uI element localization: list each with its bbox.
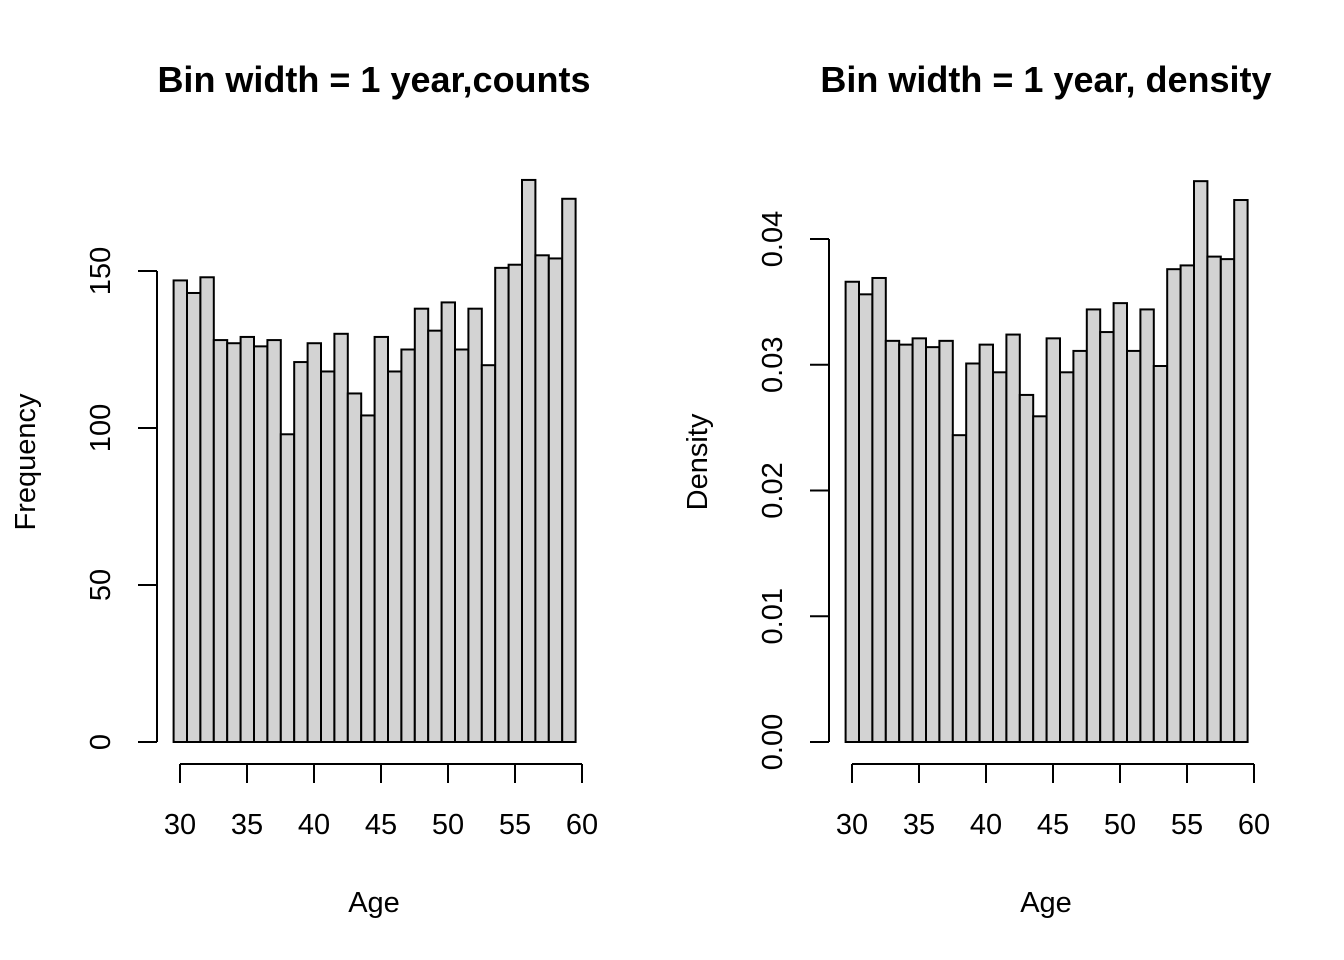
bar bbox=[454, 348, 470, 743]
x-axis-label: Age bbox=[348, 887, 400, 919]
bar bbox=[266, 339, 282, 743]
bar bbox=[1059, 371, 1075, 743]
x-axis-label: Age bbox=[1020, 887, 1072, 919]
histogram-panel-density: Bin width = 1 year, density Age Density … bbox=[682, 59, 1272, 919]
bars-group bbox=[844, 180, 1249, 743]
bar bbox=[521, 178, 537, 743]
x-tick-label: 45 bbox=[365, 809, 397, 841]
bar bbox=[1018, 393, 1035, 743]
bar bbox=[871, 276, 887, 743]
bar bbox=[239, 335, 256, 743]
bar bbox=[480, 364, 497, 743]
bar bbox=[898, 343, 914, 743]
x-tick-label: 55 bbox=[1171, 809, 1203, 841]
x-tick-label: 55 bbox=[499, 809, 531, 841]
bar bbox=[1152, 365, 1169, 743]
bar bbox=[212, 339, 229, 743]
bar bbox=[467, 307, 483, 743]
bar bbox=[1072, 349, 1088, 743]
bar bbox=[172, 279, 189, 743]
bar bbox=[1126, 349, 1142, 743]
bar bbox=[226, 342, 242, 743]
bar bbox=[858, 293, 874, 743]
histogram-panel-counts: Bin width = 1 year,counts Age Frequency … bbox=[10, 59, 598, 919]
bar bbox=[494, 266, 510, 743]
y-tick-label: 0.00 bbox=[757, 714, 789, 770]
bar bbox=[561, 197, 577, 743]
bar bbox=[507, 263, 524, 743]
bar bbox=[253, 345, 269, 743]
y-tick-label: 0.01 bbox=[757, 588, 789, 644]
bar bbox=[1032, 415, 1048, 743]
bar bbox=[978, 343, 994, 743]
bar bbox=[925, 346, 941, 743]
y-tick-label: 100 bbox=[85, 404, 117, 452]
y-tick-label: 0.03 bbox=[757, 337, 789, 393]
y-tick-label: 0 bbox=[85, 734, 117, 750]
y-tick-label: 50 bbox=[85, 569, 117, 601]
bar bbox=[373, 335, 390, 743]
x-axis: 30 35 40 45 50 55 60 bbox=[164, 763, 598, 841]
bar bbox=[293, 361, 309, 743]
bar bbox=[279, 433, 296, 743]
bar bbox=[1206, 255, 1222, 743]
bar bbox=[1139, 308, 1155, 743]
bar bbox=[199, 276, 215, 743]
x-tick-label: 40 bbox=[970, 809, 1002, 841]
x-tick-label: 35 bbox=[903, 809, 935, 841]
x-tick-label: 45 bbox=[1037, 809, 1069, 841]
x-tick-label: 50 bbox=[1104, 809, 1136, 841]
bar bbox=[306, 342, 323, 743]
bar bbox=[534, 254, 550, 744]
bar bbox=[965, 362, 981, 743]
y-axis-label: Density bbox=[682, 413, 714, 510]
x-tick-label: 40 bbox=[298, 809, 330, 841]
bar bbox=[440, 301, 457, 743]
x-tick-label: 60 bbox=[1238, 809, 1270, 841]
bar bbox=[1193, 180, 1209, 743]
x-tick-label: 60 bbox=[566, 809, 598, 841]
bar bbox=[413, 307, 430, 743]
bar bbox=[1005, 333, 1021, 743]
y-tick-label: 0.04 bbox=[757, 211, 789, 267]
bar bbox=[884, 339, 901, 743]
bar bbox=[186, 291, 202, 743]
y-tick-label: 0.02 bbox=[757, 462, 789, 518]
x-tick-label: 30 bbox=[164, 809, 196, 841]
bar bbox=[1233, 199, 1249, 743]
bar bbox=[547, 257, 564, 743]
y-axis: 0 50 100 150 bbox=[85, 247, 158, 750]
x-axis: 30 35 40 45 50 55 60 bbox=[836, 763, 1270, 841]
bar bbox=[1219, 258, 1236, 743]
chart-title: Bin width = 1 year, density bbox=[820, 59, 1271, 100]
bar bbox=[1085, 308, 1102, 743]
bar bbox=[400, 348, 416, 743]
x-tick-label: 35 bbox=[231, 809, 263, 841]
bar bbox=[1099, 331, 1115, 743]
bars-group bbox=[172, 178, 577, 744]
bar bbox=[1045, 337, 1061, 743]
bar bbox=[346, 392, 363, 743]
bar bbox=[938, 339, 954, 743]
chart-title: Bin width = 1 year,counts bbox=[157, 59, 590, 100]
y-axis: 0.00 0.01 0.02 0.03 0.04 bbox=[757, 211, 830, 770]
bar bbox=[333, 332, 349, 743]
bar bbox=[320, 370, 336, 743]
bar bbox=[387, 370, 403, 743]
bar bbox=[844, 280, 860, 743]
x-tick-label: 50 bbox=[432, 809, 464, 841]
bar bbox=[1112, 302, 1128, 743]
bar bbox=[1179, 264, 1195, 743]
y-axis-label: Frequency bbox=[10, 393, 42, 531]
bar bbox=[360, 414, 376, 743]
x-tick-label: 30 bbox=[836, 809, 868, 841]
bar bbox=[1166, 268, 1182, 743]
y-tick-label: 150 bbox=[85, 247, 117, 295]
bar bbox=[427, 329, 443, 743]
bar bbox=[911, 337, 927, 743]
bar bbox=[992, 371, 1008, 743]
bar bbox=[951, 434, 968, 743]
